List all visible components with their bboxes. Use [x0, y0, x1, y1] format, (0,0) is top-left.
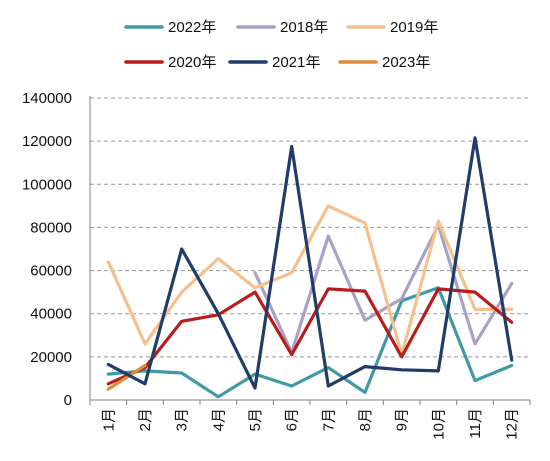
y-tick-label: 140000: [22, 90, 72, 107]
x-tick-label: 10月: [430, 408, 447, 440]
series-line-2022年: [106, 286, 514, 399]
x-tick-label: 11月: [467, 408, 484, 439]
x-tick-label: 1月: [100, 408, 117, 431]
series-line-2020年: [106, 287, 514, 386]
x-tick-label: 5月: [247, 408, 264, 431]
y-tick-label: 120000: [22, 133, 72, 150]
series-line-2018年: [253, 223, 514, 355]
grid-group: [90, 97, 530, 358]
y-tick-label: 100000: [22, 176, 72, 193]
legend-label: 2023年: [382, 54, 430, 71]
legend-label: 2019年: [390, 19, 438, 36]
legend-label: 2020年: [168, 54, 216, 71]
series-line-2023年: [106, 363, 147, 391]
x-tick-label: 9月: [394, 408, 411, 431]
x-tick-label: 7月: [320, 408, 337, 431]
y-tick-label: 20000: [30, 349, 72, 366]
y-tick-label: 40000: [30, 306, 72, 323]
x-tick-label: 4月: [210, 408, 227, 431]
legend-label: 2018年: [280, 19, 328, 36]
series-line-2019年: [106, 204, 514, 357]
series-line-2021年: [106, 136, 514, 390]
x-tick-label: 8月: [357, 408, 374, 431]
legend-label: 2021年: [272, 54, 320, 71]
y-tick-label: 0: [64, 392, 72, 409]
legend: 2022年 2018年 2019年 2020年 2021年 2023年: [124, 19, 438, 71]
legend-label: 2022年: [168, 19, 216, 36]
x-tick-label: 6月: [284, 408, 301, 431]
y-tick-label: 60000: [30, 263, 72, 280]
x-tick-label: 12月: [504, 408, 521, 440]
x-tick-label: 3月: [174, 408, 191, 431]
x-tick-label: 2月: [137, 408, 154, 431]
y-tick-label: 80000: [30, 219, 72, 236]
